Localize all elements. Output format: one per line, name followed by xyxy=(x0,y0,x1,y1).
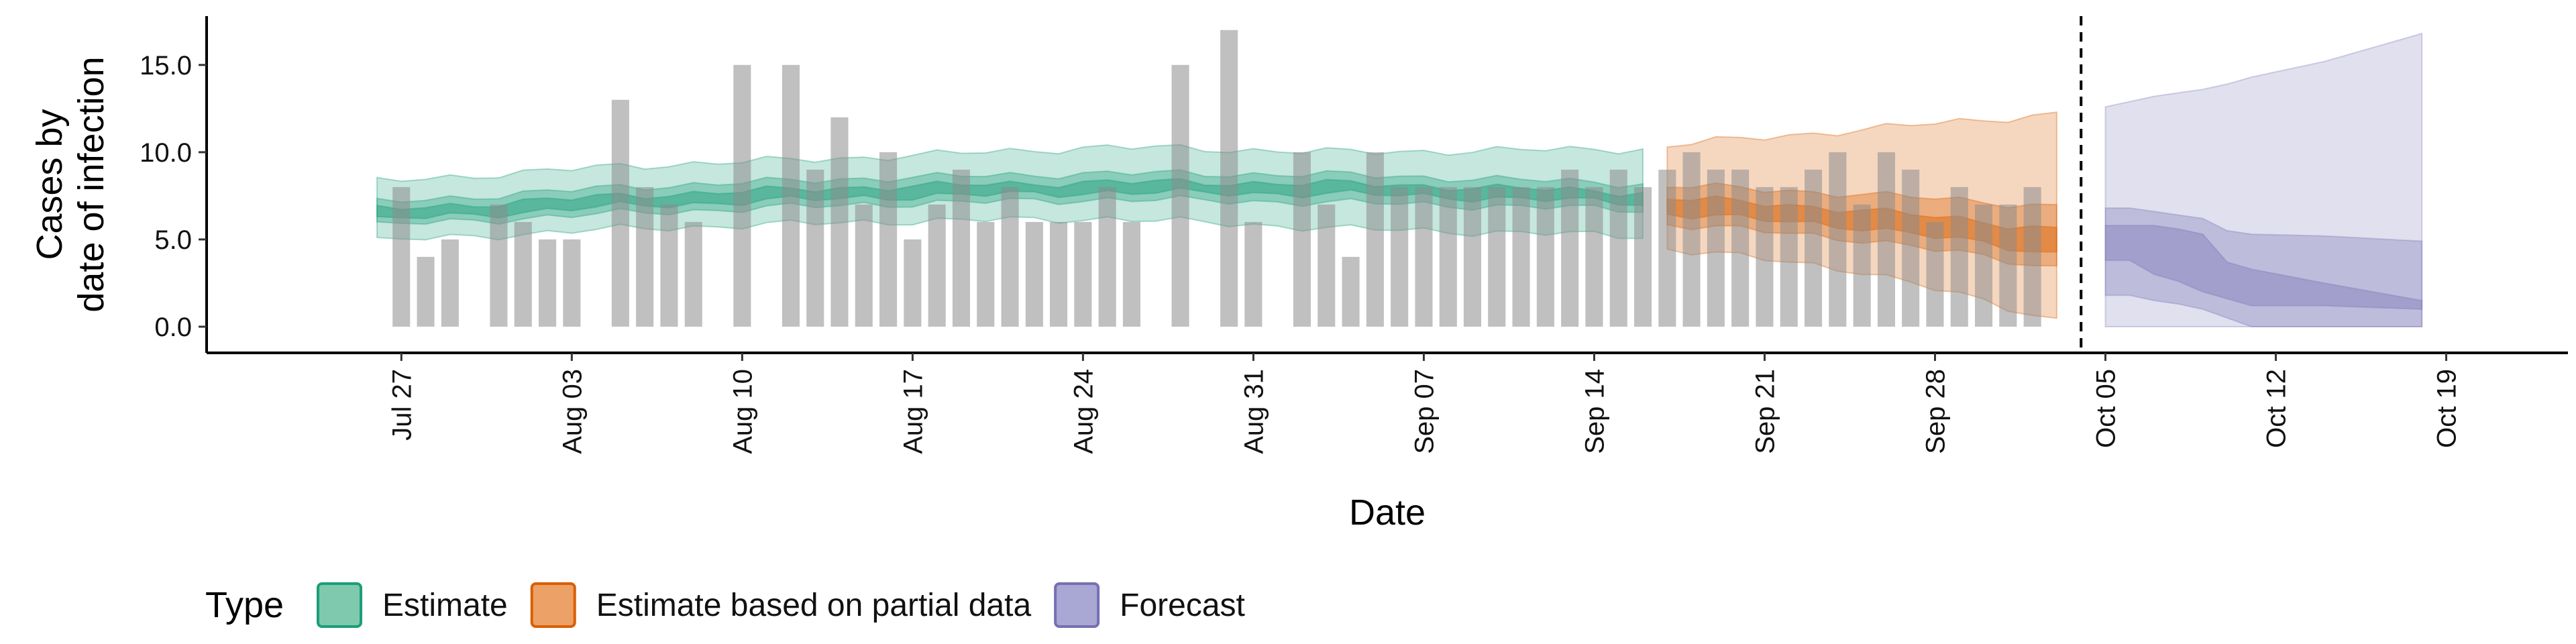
y-tick-label: 0.0 xyxy=(154,313,192,342)
case-bar xyxy=(1463,186,1481,327)
case-bar xyxy=(1318,204,1336,327)
legend-swatch-forecast xyxy=(1054,582,1100,628)
case-bar xyxy=(1731,169,1750,327)
case-bar xyxy=(806,169,824,327)
x-tick-label: Aug 17 xyxy=(898,369,928,454)
x-tick-label: Oct 05 xyxy=(2092,369,2121,448)
case-bar xyxy=(1391,186,1409,327)
x-tick-label: Aug 03 xyxy=(557,369,587,454)
x-axis-title: Date xyxy=(1349,492,1426,533)
case-bar xyxy=(1050,221,1068,327)
case-bar xyxy=(1244,221,1263,327)
y-axis-title-line: date of infection xyxy=(71,56,111,312)
case-bar xyxy=(1171,64,1189,327)
x-tick-label: Aug 24 xyxy=(1069,369,1098,454)
case-bar xyxy=(733,64,751,327)
case-bar xyxy=(1585,186,1603,327)
case-bar xyxy=(1829,152,1847,327)
case-bar xyxy=(1074,221,1092,327)
case-bar xyxy=(1805,169,1823,327)
case-bar xyxy=(490,204,508,327)
case-bar xyxy=(1853,204,1871,327)
case-bar xyxy=(855,204,873,327)
y-tick-label: 15.0 xyxy=(140,51,192,80)
case-bar xyxy=(563,239,581,327)
case-bar xyxy=(539,239,557,327)
case-bar xyxy=(1536,186,1554,327)
case-bar xyxy=(1999,204,2017,327)
x-tick-label: Aug 10 xyxy=(728,369,757,454)
case-bar xyxy=(514,221,532,327)
y-tick-label: 10.0 xyxy=(140,138,192,168)
case-bar xyxy=(684,221,702,327)
case-bar xyxy=(1682,152,1701,327)
case-bar xyxy=(660,204,678,327)
x-tick-label: Sep 28 xyxy=(1921,369,1951,454)
forecast-band-20 xyxy=(2104,225,2423,311)
case-bar xyxy=(1025,221,1043,327)
case-bar xyxy=(441,239,459,327)
case-bar xyxy=(1342,256,1360,327)
case-bar xyxy=(417,256,435,327)
legend-label-estimate: Estimate xyxy=(382,588,508,623)
case-bar xyxy=(1950,186,1968,327)
case-bar xyxy=(977,221,995,327)
case-bar xyxy=(1902,169,1920,327)
chart-legend: Type Estimate Estimate based on partial da… xyxy=(205,582,1245,628)
case-bar xyxy=(879,152,898,327)
case-bar xyxy=(1293,152,1311,327)
case-bar xyxy=(928,204,946,327)
case-bar xyxy=(1122,221,1140,327)
case-bar xyxy=(1756,186,1774,327)
x-tick-label: Sep 07 xyxy=(1409,369,1439,454)
y-axis-title-line: Cases by xyxy=(30,109,70,260)
case-bar xyxy=(1512,186,1530,327)
case-bar xyxy=(904,239,922,327)
case-bar xyxy=(1098,186,1116,327)
case-bars xyxy=(392,30,2041,327)
case-bar xyxy=(1561,169,1579,327)
chart-axes: 0.0 5.0 10.0 15.0 Jul 27 Aug 03 Aug 10 Aug 17 Au… xyxy=(30,16,2568,533)
forecast-band-90 xyxy=(2104,32,2423,327)
legend-label-estimate-based-on-partial-data: Estimate based on partial data xyxy=(596,588,1032,623)
y-tick-label: 5.0 xyxy=(154,225,192,255)
case-bar xyxy=(636,186,654,327)
x-tick-label: Sep 21 xyxy=(1751,369,1780,454)
case-bar xyxy=(392,186,411,327)
case-bar xyxy=(1780,186,1798,327)
case-bar xyxy=(1001,186,1019,327)
case-bar xyxy=(1366,152,1384,327)
x-tick-label: Aug 31 xyxy=(1239,369,1269,454)
legend-title: Type xyxy=(205,585,284,625)
case-bar xyxy=(952,169,970,327)
case-bar xyxy=(1415,186,1433,327)
legend-swatch-estimate-based-on-partial-data xyxy=(530,582,576,628)
y-axis-title: Cases bydate of infection xyxy=(30,56,111,312)
case-bar xyxy=(1926,221,1944,327)
case-bar xyxy=(611,99,629,327)
x-tick-label: Jul 27 xyxy=(387,369,417,441)
x-tick-label: Oct 12 xyxy=(2262,369,2292,448)
legend-swatch-estimate xyxy=(317,582,362,628)
case-bar xyxy=(1609,169,1627,327)
case-bar xyxy=(1707,169,1725,327)
x-tick-label: Oct 19 xyxy=(2432,369,2462,448)
case-bar xyxy=(1488,186,1506,327)
case-bar xyxy=(1975,204,1993,327)
case-bar xyxy=(1658,169,1676,327)
case-bar xyxy=(1220,30,1238,327)
case-bar xyxy=(1439,186,1457,327)
case-bar xyxy=(782,64,800,327)
forecast-band-50 xyxy=(2104,207,2423,327)
x-tick-label: Sep 14 xyxy=(1580,369,1610,454)
legend-label-forecast: Forecast xyxy=(1120,588,1245,623)
case-bar xyxy=(1877,152,1895,327)
case-bar xyxy=(830,117,849,327)
case-bar xyxy=(1634,186,1652,327)
case-bar xyxy=(2023,186,2041,327)
